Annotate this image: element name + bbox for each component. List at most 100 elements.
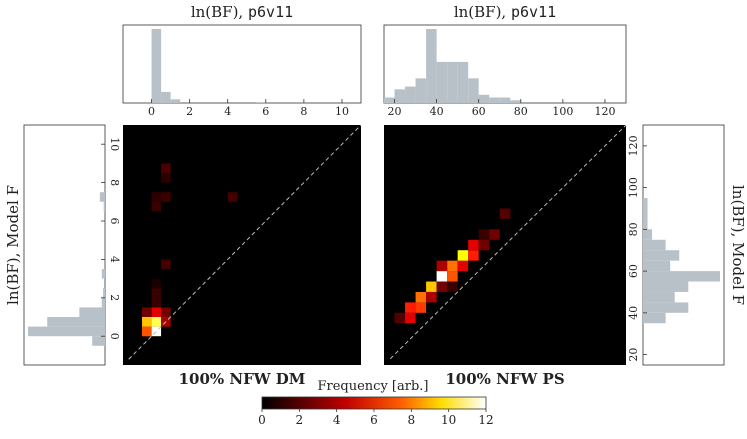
dm-heatmap-cell [227, 192, 238, 202]
ps-top-marginal-bars [384, 29, 521, 103]
dm-left-marginal-ticks: 0 2 4 6 8 10 [101, 137, 121, 340]
ps-side-marginal-bar [643, 239, 666, 251]
dm-side-marginal-bar [79, 307, 105, 317]
ps-side-marginal-bar [643, 260, 671, 272]
ps-side-tick-label: 80 [627, 222, 640, 236]
dm-side-marginal-bar [92, 336, 105, 346]
dm-top-marginal-bars [151, 29, 266, 103]
ps-top-marginal-bar [405, 86, 416, 103]
ps-top-marginal-bar [415, 78, 427, 103]
colorbar-tick-label: 0 [258, 413, 266, 427]
dm-title-prefix: ln(BF), [191, 3, 248, 21]
dm-top-marginal-bar [161, 91, 171, 103]
colorbar-tick-label: 8 [408, 413, 416, 427]
ps-side-marginal-bar [643, 250, 680, 261]
dm-heatmap-cells [142, 163, 238, 337]
ps-heatmap-cell [426, 291, 437, 303]
ps-heatmap [384, 124, 627, 365]
ps-side-tick-label: 40 [627, 306, 640, 320]
dm-diagonal-line [128, 124, 362, 360]
ps-heatmap-cell [489, 229, 500, 240]
dm-heatmap-cell [161, 173, 171, 183]
panel-ps: 20 40 60 80 100 120 ln(BF), p6v11 20 40 60 80 100… [383, 3, 747, 388]
ps-top-marginal-bar [468, 78, 479, 103]
ps-heatmap-cell [468, 239, 479, 251]
ps-top-marginal-bar [384, 97, 395, 103]
ps-heatmap-cell [394, 312, 406, 324]
ps-side-marginal-bar [643, 271, 720, 282]
ps-right-marginal-bars [643, 198, 720, 324]
colorbar: Frequency [arb.] 0 2 4 6 8 10 12 [258, 379, 493, 427]
ps-top-tick-label: 100 [552, 105, 573, 118]
dm-left-marginal: 0 2 4 6 8 10 ln(BF), Model F [4, 124, 121, 366]
dm-top-marginal-bar [256, 102, 266, 103]
ps-heatmap-cell [426, 281, 437, 292]
ps-top-title: ln(BF), p6v11 [454, 3, 556, 21]
dm-side-tick-label: 4 [108, 256, 121, 263]
dm-side-marginal-bar [101, 297, 105, 308]
ps-top-marginal-bar [447, 61, 458, 103]
ps-heatmap-cell [468, 250, 479, 261]
ps-top-marginal-bar [426, 29, 437, 103]
dm-left-marginal-frame [23, 124, 106, 366]
dm-side-marginal-bar [103, 288, 105, 298]
ps-side-tick-label: 120 [627, 135, 640, 156]
dm-top-marginal-frame [122, 24, 362, 104]
dm-side-tick-label: 6 [108, 218, 121, 225]
dm-top-marginal: 0 2 4 6 8 10 ln(BF), p6v11 [122, 3, 362, 118]
ps-top-tick-label: 40 [430, 105, 444, 118]
ps-top-marginal-bar [510, 100, 521, 103]
colorbar-ticks: 0 2 4 6 8 10 12 [258, 409, 494, 427]
ps-right-marginal-ticks: 20 40 60 80 100 120 [627, 135, 647, 362]
ps-side-marginal-bar [643, 229, 653, 240]
dm-top-marginal-ticks: 0 2 4 6 8 10 [148, 99, 349, 118]
ps-top-marginal: 20 40 60 80 100 120 ln(BF), p6v11 [383, 3, 627, 118]
ps-heatmap-cell [457, 260, 469, 272]
dm-top-title: ln(BF), p6v11 [191, 3, 293, 21]
ps-side-marginal-bar [643, 281, 689, 292]
ps-right-ylabel: ln(BF), Model F [729, 185, 747, 305]
ps-heatmap-cells [394, 208, 511, 324]
ps-side-tick-label: 60 [627, 264, 640, 278]
ps-top-marginal-ticks: 20 40 60 80 100 120 [388, 99, 615, 118]
dm-heatmap-cell [151, 317, 162, 327]
dm-heatmap-cell [151, 201, 162, 212]
dm-left-marginal-bars [28, 192, 105, 346]
ps-top-marginal-bar [489, 97, 500, 103]
colorbar-tick-label: 6 [370, 413, 378, 427]
ps-heatmap-cell [499, 208, 511, 219]
dm-heatmap-cell [161, 259, 171, 269]
dm-heatmap-cell [151, 297, 162, 308]
dm-top-marginal-bar [151, 29, 162, 103]
ps-top-marginal-bar [478, 94, 490, 103]
colorbar-gradient [261, 396, 487, 410]
colorbar-tick-label: 2 [296, 413, 304, 427]
ps-side-marginal-bar [643, 291, 675, 303]
ps-heatmap-cell [436, 260, 448, 272]
panel-dm: 0 2 4 6 8 10 ln(BF), p6v11 0 2 4 6 8 10 ln(BF), Mo… [4, 3, 362, 388]
dm-title-model: p6v11 [248, 3, 293, 21]
dm-top-tick-label: 4 [224, 105, 231, 118]
ps-title-model: p6v11 [511, 3, 556, 21]
ps-top-tick-label: 20 [388, 105, 402, 118]
ps-heatmap-cell [457, 250, 469, 261]
dm-heatmap-cell [142, 307, 152, 317]
ps-side-marginal-bar [643, 302, 689, 313]
dm-top-tick-label: 8 [300, 105, 307, 118]
ps-heatmap-cell [447, 281, 458, 292]
dm-heatmap-cell [161, 307, 171, 317]
ps-heatmap-cell [447, 260, 458, 272]
dm-heatmap-cell [151, 307, 162, 317]
dm-side-marginal-bar [103, 201, 105, 212]
ps-heatmap-cell [405, 312, 416, 324]
dm-top-tick-label: 10 [335, 105, 349, 118]
colorbar-label: Frequency [arb.] [317, 379, 428, 394]
ps-heatmap-cell [436, 271, 448, 282]
ps-top-tick-label: 60 [472, 105, 486, 118]
ps-heatmap-cell [478, 229, 490, 240]
ps-heatmap-cell [478, 239, 490, 251]
dm-top-tick-label: 2 [186, 105, 193, 118]
ps-heatmap-cell [447, 271, 458, 282]
ps-top-tick-label: 80 [514, 105, 528, 118]
colorbar-tick-label: 4 [333, 413, 341, 427]
